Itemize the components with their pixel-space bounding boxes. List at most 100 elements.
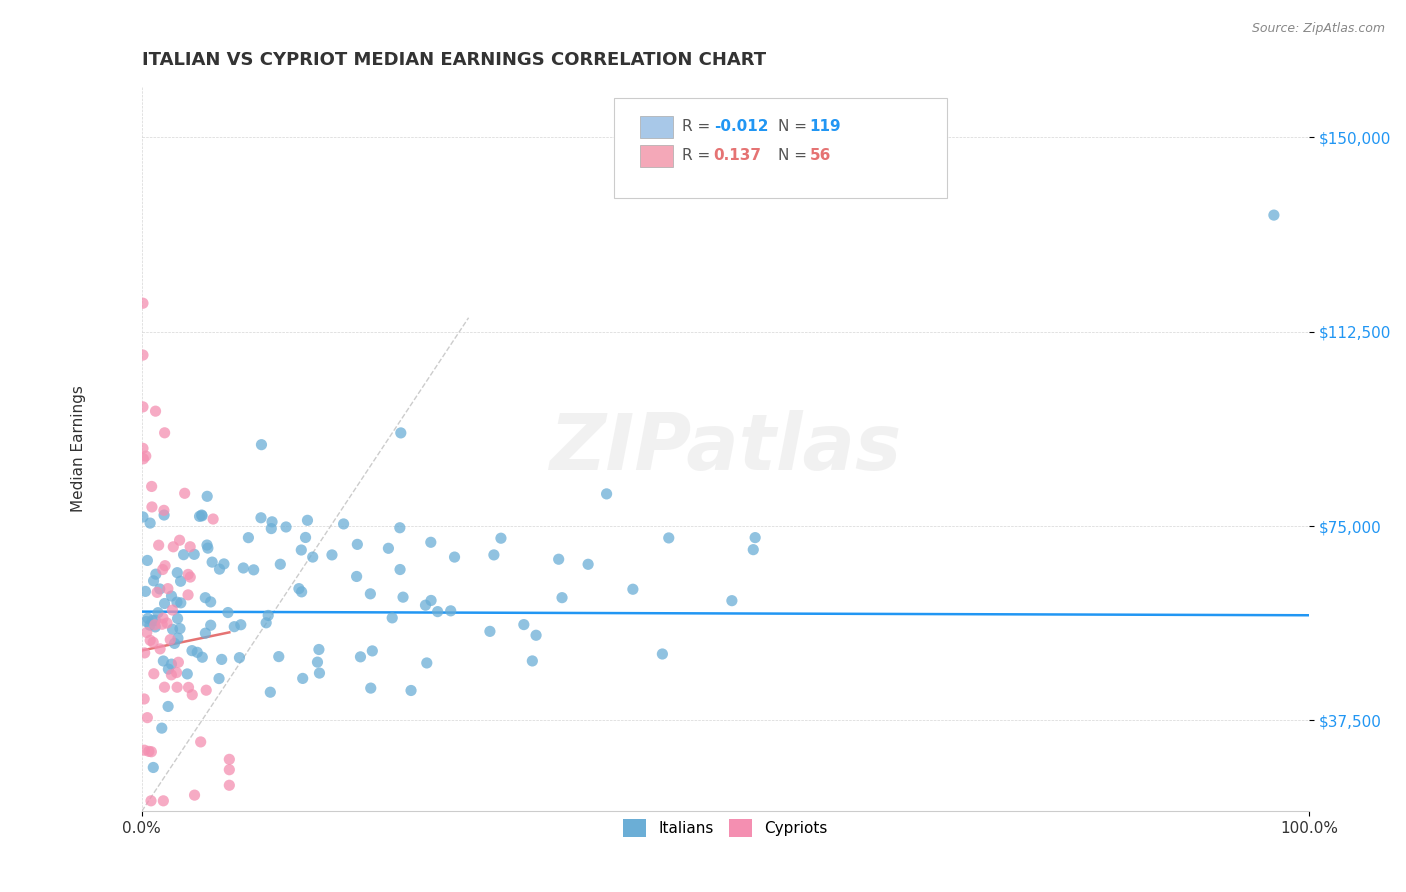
Point — [388, 521, 411, 535]
Point — [183, 788, 205, 802]
Point — [250, 438, 273, 452]
Point — [167, 655, 190, 669]
Point — [478, 624, 501, 639]
Point — [153, 508, 176, 522]
Point — [191, 650, 214, 665]
Point — [141, 479, 163, 493]
Point — [389, 562, 412, 576]
Y-axis label: Median Earnings: Median Earnings — [72, 385, 86, 512]
Point — [132, 348, 155, 362]
Point — [297, 513, 319, 527]
Point — [274, 520, 297, 534]
Point — [232, 561, 254, 575]
Point — [651, 647, 673, 661]
Text: N =: N = — [778, 120, 811, 135]
Point — [381, 611, 404, 625]
Point — [157, 662, 180, 676]
Point — [173, 486, 195, 500]
Point — [132, 442, 155, 456]
Point — [166, 595, 188, 609]
Point — [160, 657, 183, 672]
Point — [260, 515, 283, 529]
Point — [399, 683, 422, 698]
Point — [132, 451, 155, 466]
Point — [197, 541, 219, 555]
Point — [139, 618, 162, 632]
Point — [160, 589, 183, 603]
Point — [426, 605, 449, 619]
Text: 0.137: 0.137 — [714, 148, 762, 163]
Point — [156, 615, 179, 630]
Point — [177, 567, 200, 582]
Point — [135, 625, 157, 640]
Point — [177, 681, 200, 695]
Point — [419, 535, 441, 549]
Point — [218, 778, 240, 792]
FancyBboxPatch shape — [614, 98, 948, 198]
Point — [146, 606, 169, 620]
Point — [416, 656, 439, 670]
Point — [308, 642, 330, 657]
Point — [443, 550, 465, 565]
Point — [136, 611, 159, 625]
Point — [177, 588, 200, 602]
Bar — [640, 145, 673, 167]
Point — [150, 721, 173, 735]
Point — [153, 425, 176, 440]
Point — [179, 570, 201, 584]
Point — [141, 745, 163, 759]
Point — [162, 622, 184, 636]
Point — [332, 516, 354, 531]
Point — [139, 516, 162, 530]
Point — [135, 449, 157, 463]
Point — [138, 744, 160, 758]
Point — [291, 672, 314, 686]
Point — [208, 672, 231, 686]
Point — [143, 613, 166, 627]
Point — [415, 598, 437, 612]
Point — [160, 668, 183, 682]
Point — [194, 591, 217, 605]
Point — [183, 547, 205, 561]
Point — [260, 522, 283, 536]
Point — [191, 508, 214, 523]
Point — [321, 548, 343, 562]
Point — [288, 582, 311, 596]
Point — [148, 538, 170, 552]
Point — [190, 735, 212, 749]
Point — [524, 628, 547, 642]
Point — [742, 542, 765, 557]
Point — [224, 620, 246, 634]
Point — [149, 582, 172, 596]
Point — [200, 618, 222, 632]
Point — [145, 567, 167, 582]
Point — [489, 531, 512, 545]
Point — [576, 558, 599, 572]
Point — [195, 489, 218, 503]
Point — [595, 487, 617, 501]
Point — [361, 644, 384, 658]
Point — [152, 611, 174, 625]
Point — [134, 584, 156, 599]
Point — [153, 680, 176, 694]
Point — [166, 665, 188, 680]
Point — [146, 585, 169, 599]
Point — [141, 500, 163, 514]
Point — [145, 404, 167, 418]
Point — [181, 643, 204, 657]
Text: -0.012: -0.012 — [714, 120, 768, 135]
Point — [267, 649, 290, 664]
Point — [307, 655, 329, 669]
Point — [167, 631, 190, 645]
Point — [132, 296, 155, 310]
Point — [195, 683, 218, 698]
Point — [173, 548, 195, 562]
Point — [346, 569, 368, 583]
Point — [142, 666, 165, 681]
Text: 56: 56 — [810, 148, 831, 163]
Point — [744, 531, 766, 545]
Point — [152, 562, 174, 576]
Point — [142, 760, 165, 774]
Point — [522, 654, 544, 668]
Point — [186, 645, 208, 659]
